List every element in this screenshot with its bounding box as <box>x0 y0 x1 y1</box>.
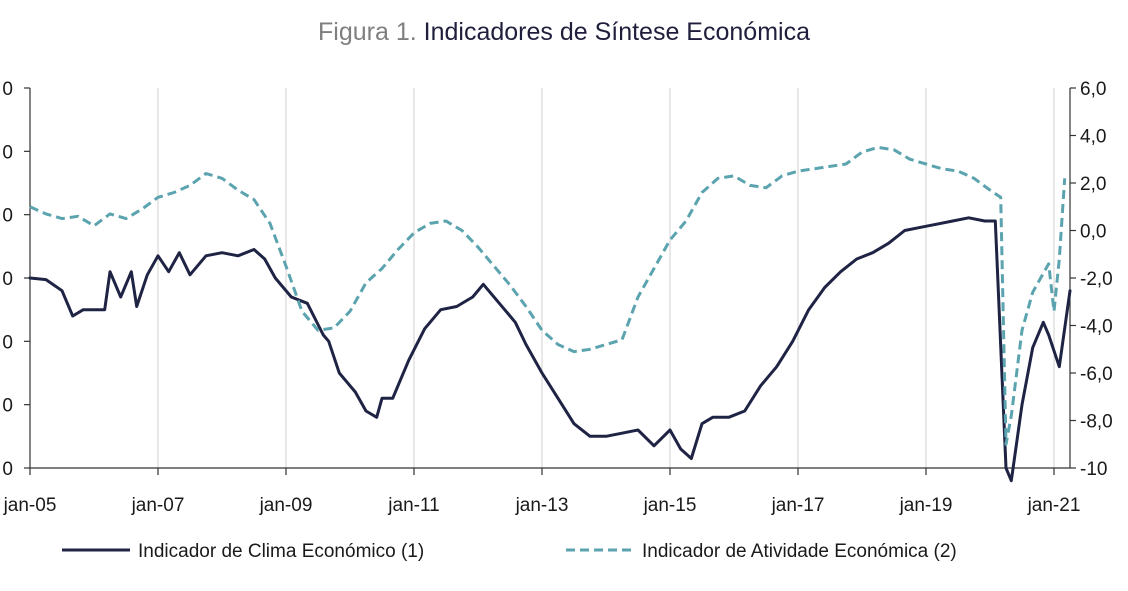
right-tick-label: 4,0 <box>1080 127 1106 148</box>
x-tick-label: jan-17 <box>771 495 825 516</box>
left-tick-label: 0 <box>2 332 13 353</box>
x-tick-label: jan-13 <box>515 495 569 516</box>
left-tick-label: 0 <box>2 459 13 480</box>
chart-title-prefix: Figura 1. <box>318 18 417 46</box>
legend-label-clima: Indicador de Clima Económico (1) <box>138 541 424 562</box>
x-tick-label: jan-11 <box>387 495 439 516</box>
left-tick-label: 0 <box>2 142 13 163</box>
chart-title: Figura 1. Indicadores de Síntese Económi… <box>0 18 1128 47</box>
right-tick-label: -6,0 <box>1080 364 1113 385</box>
series-line-clima <box>28 216 1072 483</box>
left-tick-label: 0 <box>2 79 13 100</box>
x-tick-label: jan-21 <box>1027 495 1081 516</box>
axes: jan-05 jan-07 jan-09 jan-11 jan-13 jan-15 jan-… <box>2 79 1112 516</box>
right-tick-label: 2,0 <box>1080 174 1106 195</box>
series-line-atividade <box>29 145 1067 446</box>
legend-label-atividade: Indicador de Atividade Económica (2) <box>642 541 957 562</box>
x-tick-label: jan-05 <box>3 495 57 516</box>
x-tick-label: jan-15 <box>643 495 697 516</box>
chart-title-main: Indicadores de Síntese Económica <box>423 18 810 46</box>
right-tick-label: -2,0 <box>1080 269 1113 290</box>
legend: Indicador de Clima Económico (1) Indicado… <box>62 541 957 562</box>
right-tick-label: -4,0 <box>1080 317 1113 338</box>
right-tick-label: -8,0 <box>1080 412 1113 433</box>
x-tick-label: jan-09 <box>259 495 313 516</box>
right-tick-label: 6,0 <box>1080 79 1106 100</box>
left-tick-label: 0 <box>2 269 13 290</box>
x-tick-label: jan-19 <box>899 495 953 516</box>
series-layer <box>28 145 1072 483</box>
right-tick-label: -10 <box>1080 459 1107 480</box>
left-tick-label: 0 <box>2 396 13 417</box>
left-tick-label: 0 <box>2 206 13 227</box>
gridlines <box>157 88 1055 468</box>
x-tick-label: jan-07 <box>131 495 185 516</box>
right-tick-label: 0,0 <box>1080 222 1106 243</box>
